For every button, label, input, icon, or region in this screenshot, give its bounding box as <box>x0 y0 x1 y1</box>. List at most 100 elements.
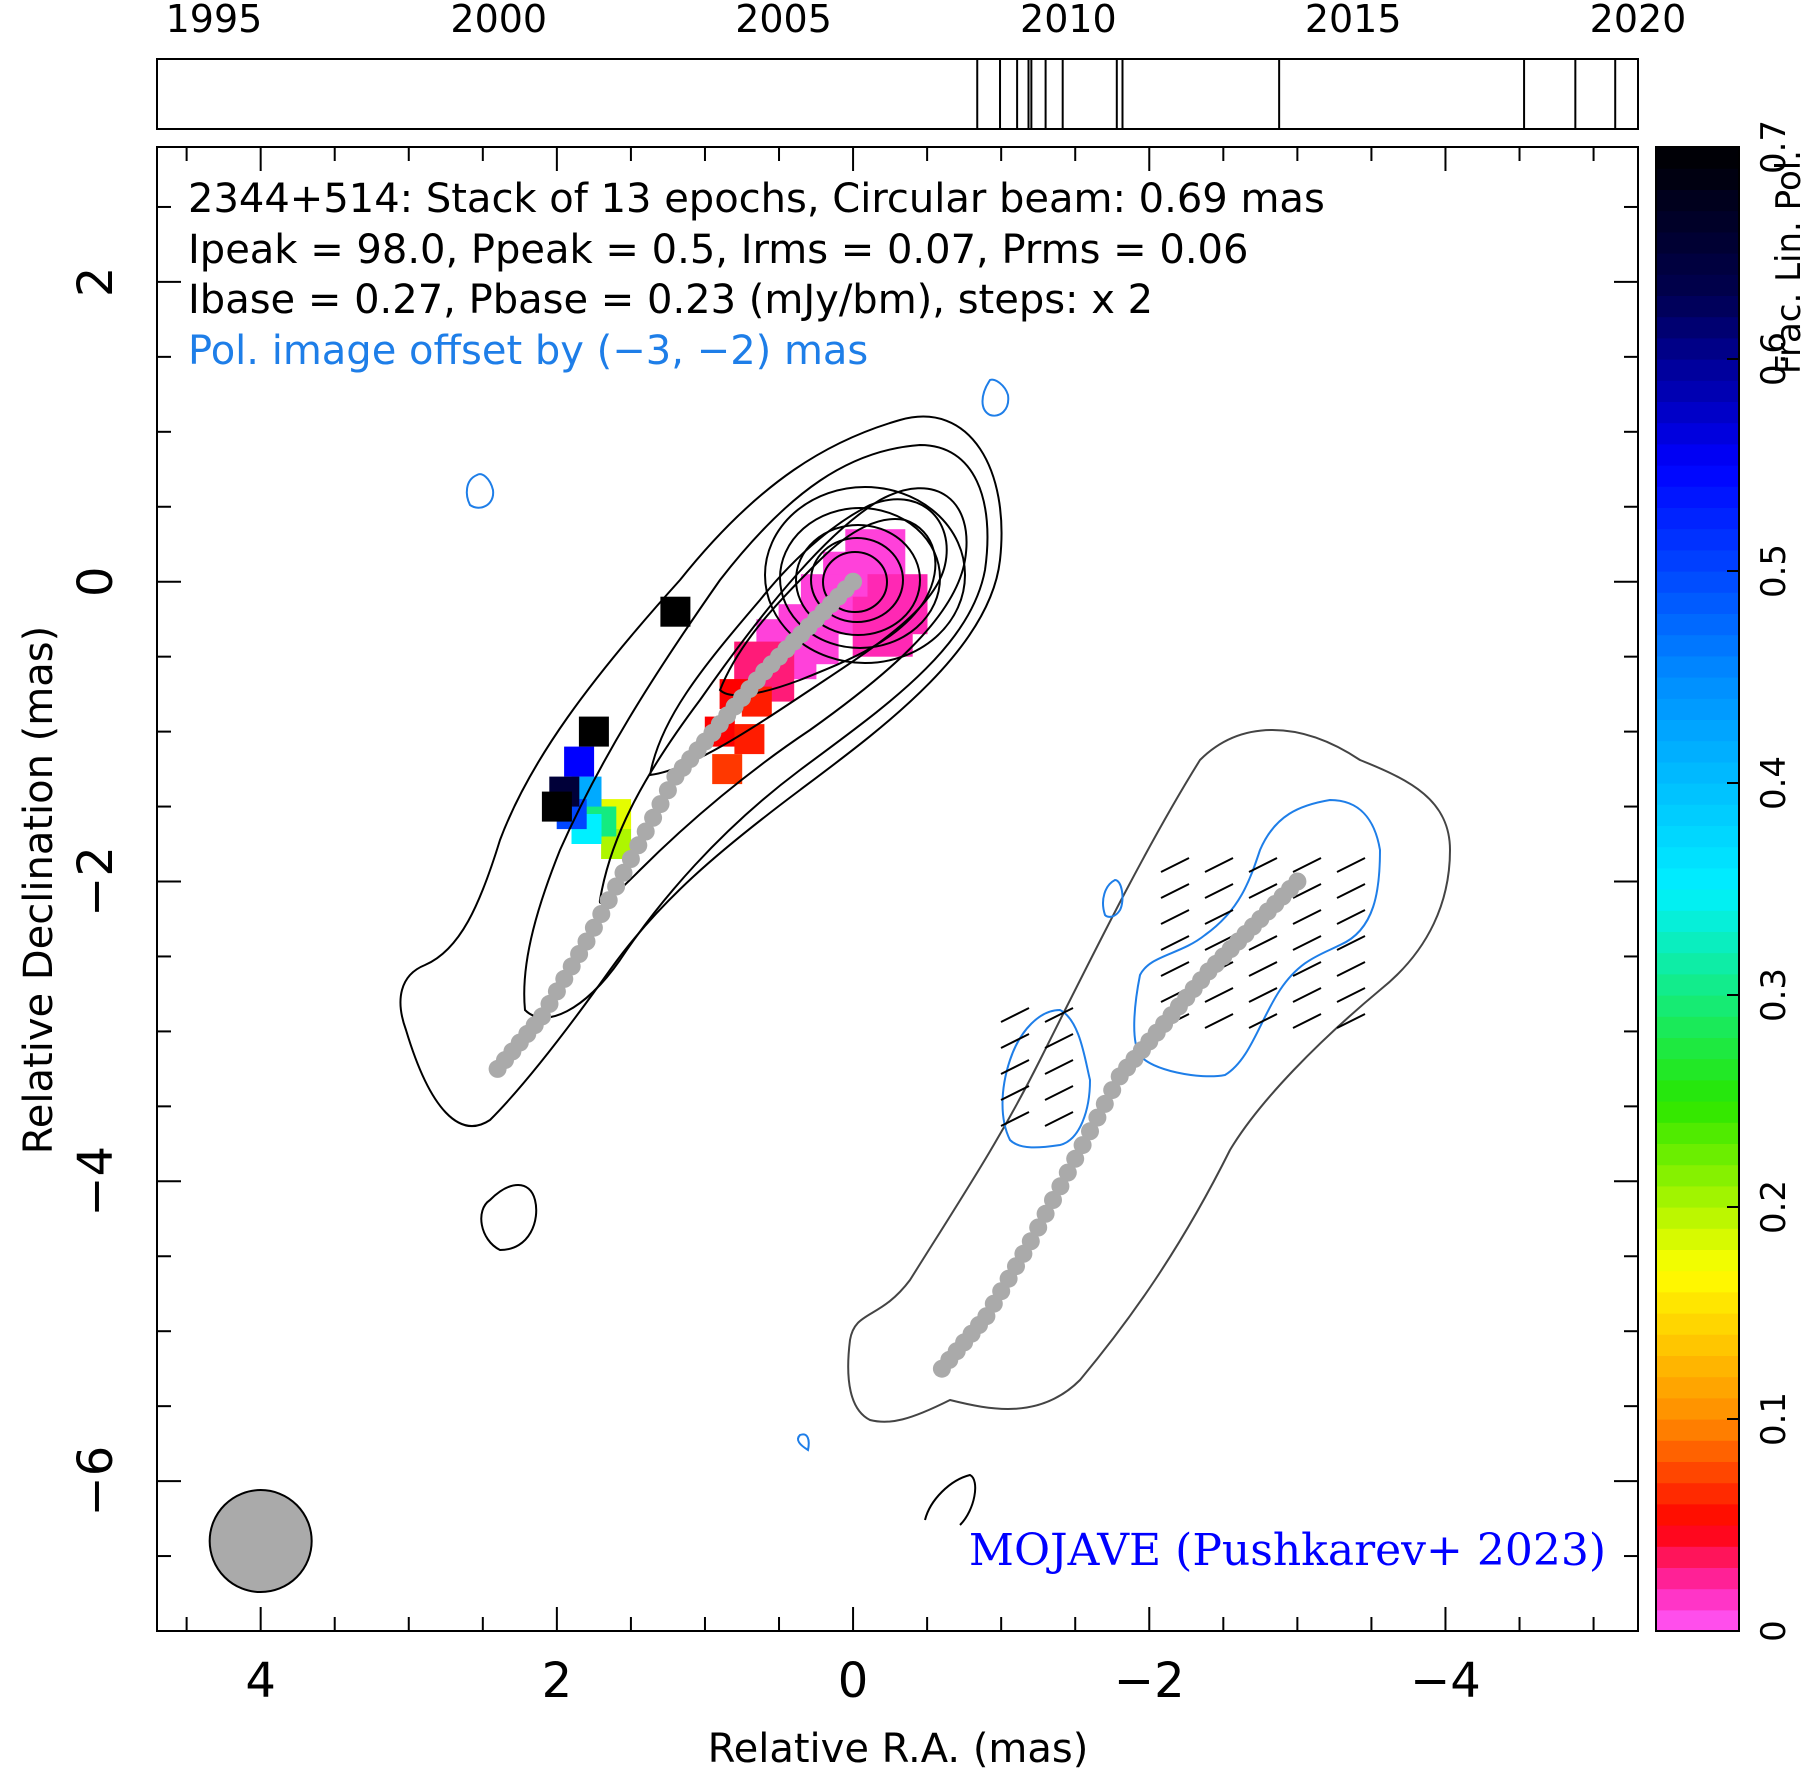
evpa-vector <box>1204 935 1234 951</box>
y-tick-label: −4 <box>68 1146 124 1217</box>
timeline-tick-labels: 1995 2000 2005 2010 2015 2020 <box>166 0 1687 41</box>
colorbar-band <box>1656 168 1739 190</box>
ridge-point <box>844 572 863 591</box>
ridge-point <box>1288 872 1307 891</box>
colorbar-band <box>1656 1185 1739 1208</box>
evpa-vector <box>1160 883 1190 899</box>
colorbar-band <box>1656 1440 1739 1462</box>
colorbar-tick-label: 0.7 <box>1754 120 1794 174</box>
evpa-vector <box>1204 987 1234 1003</box>
ridge-point <box>1081 1122 1099 1141</box>
colorbar-band <box>1656 1334 1739 1356</box>
evpa-vector <box>1160 935 1190 951</box>
colorbar: 0 0.1 0.2 0.3 0.4 0.5 0.6 0.7 Frac. Lin. Pol. <box>1655 120 1809 1642</box>
ridge-point <box>577 932 596 951</box>
colorbar-band <box>1656 231 1739 254</box>
beam-circle <box>208 1489 313 1594</box>
colorbar-band <box>1656 867 1739 890</box>
colorbar-tick-label: 0.6 <box>1754 332 1794 386</box>
colorbar-tick-label: 0.4 <box>1754 756 1794 810</box>
colorbar-band <box>1656 910 1739 932</box>
contour-level-3 <box>598 487 968 905</box>
header-line-4: Pol. image offset by (−3, −2) mas <box>188 328 868 374</box>
timeline-tick-label: 2015 <box>1305 0 1402 41</box>
ridge-point <box>1073 1136 1092 1155</box>
ridge-point <box>592 905 611 923</box>
colorbar-band <box>1656 677 1739 699</box>
evpa-vector <box>1000 1007 1030 1023</box>
colorbar-band <box>1656 973 1739 996</box>
evpa-vector <box>1292 961 1322 977</box>
colorbar-band <box>1656 995 1739 1017</box>
ridge-point <box>1036 1204 1055 1223</box>
colorbar-band <box>1656 1546 1739 1568</box>
pol-pixel <box>660 596 691 627</box>
evpa-vector <box>1044 1085 1074 1101</box>
pol-contour-main <box>1133 798 1382 1078</box>
timeline-tick-label: 1995 <box>166 0 263 41</box>
evpa-vector <box>1292 883 1322 899</box>
ridge-point <box>1095 1094 1114 1113</box>
colorbar-band <box>1656 295 1739 318</box>
evpa-vector <box>1204 883 1234 899</box>
evpa-vector <box>1204 857 1234 873</box>
colorbar-band <box>1656 443 1739 466</box>
colorbar-band <box>1656 634 1739 657</box>
timeline-frame <box>156 58 1639 130</box>
header-line-2: Ipeak = 98.0, Ppeak = 0.5, Irms = 0.07, … <box>188 227 1248 273</box>
evpa-vector <box>1292 1013 1322 1029</box>
colorbar-band <box>1656 359 1739 381</box>
evpa-vector <box>1292 935 1322 951</box>
evpa-vector <box>1204 1013 1234 1029</box>
colorbar-band <box>1656 1609 1739 1632</box>
ridge-point <box>1029 1218 1048 1237</box>
colorbar-band <box>1656 571 1739 593</box>
y-tick-label: −2 <box>68 846 124 917</box>
evpa-vector <box>1248 883 1278 899</box>
evpa-vector <box>1248 987 1278 1003</box>
pol-contour-small-a <box>1102 878 1124 918</box>
pol-pixel <box>578 716 609 747</box>
evpa-vector <box>1248 1013 1278 1029</box>
contour-level-8 <box>795 524 921 636</box>
colorbar-band <box>1656 210 1739 233</box>
x-axis-label: Relative R.A. (mas) <box>708 1726 1089 1772</box>
timeline-tick-label: 2005 <box>735 0 832 41</box>
contour-level-10 <box>822 551 888 613</box>
plot-area: 4 2 0 −2 −4 2 0 −2 −4 −6 2344+514: Stack of 13 e… <box>68 146 1639 1709</box>
colorbar-band <box>1656 1567 1739 1590</box>
colorbar-band <box>1656 613 1739 636</box>
ridge-point <box>658 781 677 800</box>
x-axis: 4 2 0 −2 −4 <box>185 147 1595 1709</box>
colorbar-tick-label: 0.2 <box>1754 1180 1794 1234</box>
timeline-tick-label: 2010 <box>1020 0 1117 41</box>
ridge-point <box>644 808 663 827</box>
colorbar-gradient <box>1656 147 1739 1632</box>
intensity-contours <box>399 415 1003 1526</box>
evpa-vector <box>1248 857 1278 873</box>
contour-island-bottom <box>924 1473 977 1526</box>
colorbar-band <box>1656 1228 1739 1250</box>
colorbar-band <box>1656 1482 1739 1505</box>
contour-level-1 <box>399 415 1003 1127</box>
pol-contour-left <box>1001 1008 1092 1149</box>
x-tick-label: 2 <box>542 1653 573 1709</box>
ridge-line <box>488 572 863 1078</box>
colorbar-band <box>1656 952 1739 975</box>
evpa-vector <box>1044 1007 1074 1023</box>
contour-level-6 <box>764 486 966 664</box>
colorbar-band <box>1656 1058 1739 1081</box>
colorbar-band <box>1656 1588 1739 1611</box>
ridge-point <box>584 918 603 937</box>
colorbar-band <box>1656 804 1739 826</box>
ridge-point <box>1021 1232 1040 1251</box>
ridge-point <box>651 795 670 814</box>
evpa-vector <box>1160 961 1190 977</box>
colorbar-band <box>1656 592 1739 614</box>
colorbar-band <box>1656 422 1739 445</box>
evpa-vector <box>1044 1059 1074 1075</box>
ridge-point <box>1103 1081 1122 1100</box>
evpa-vector <box>1000 1085 1030 1101</box>
pol-contour-small-c <box>465 473 495 509</box>
colorbar-band <box>1656 719 1739 742</box>
